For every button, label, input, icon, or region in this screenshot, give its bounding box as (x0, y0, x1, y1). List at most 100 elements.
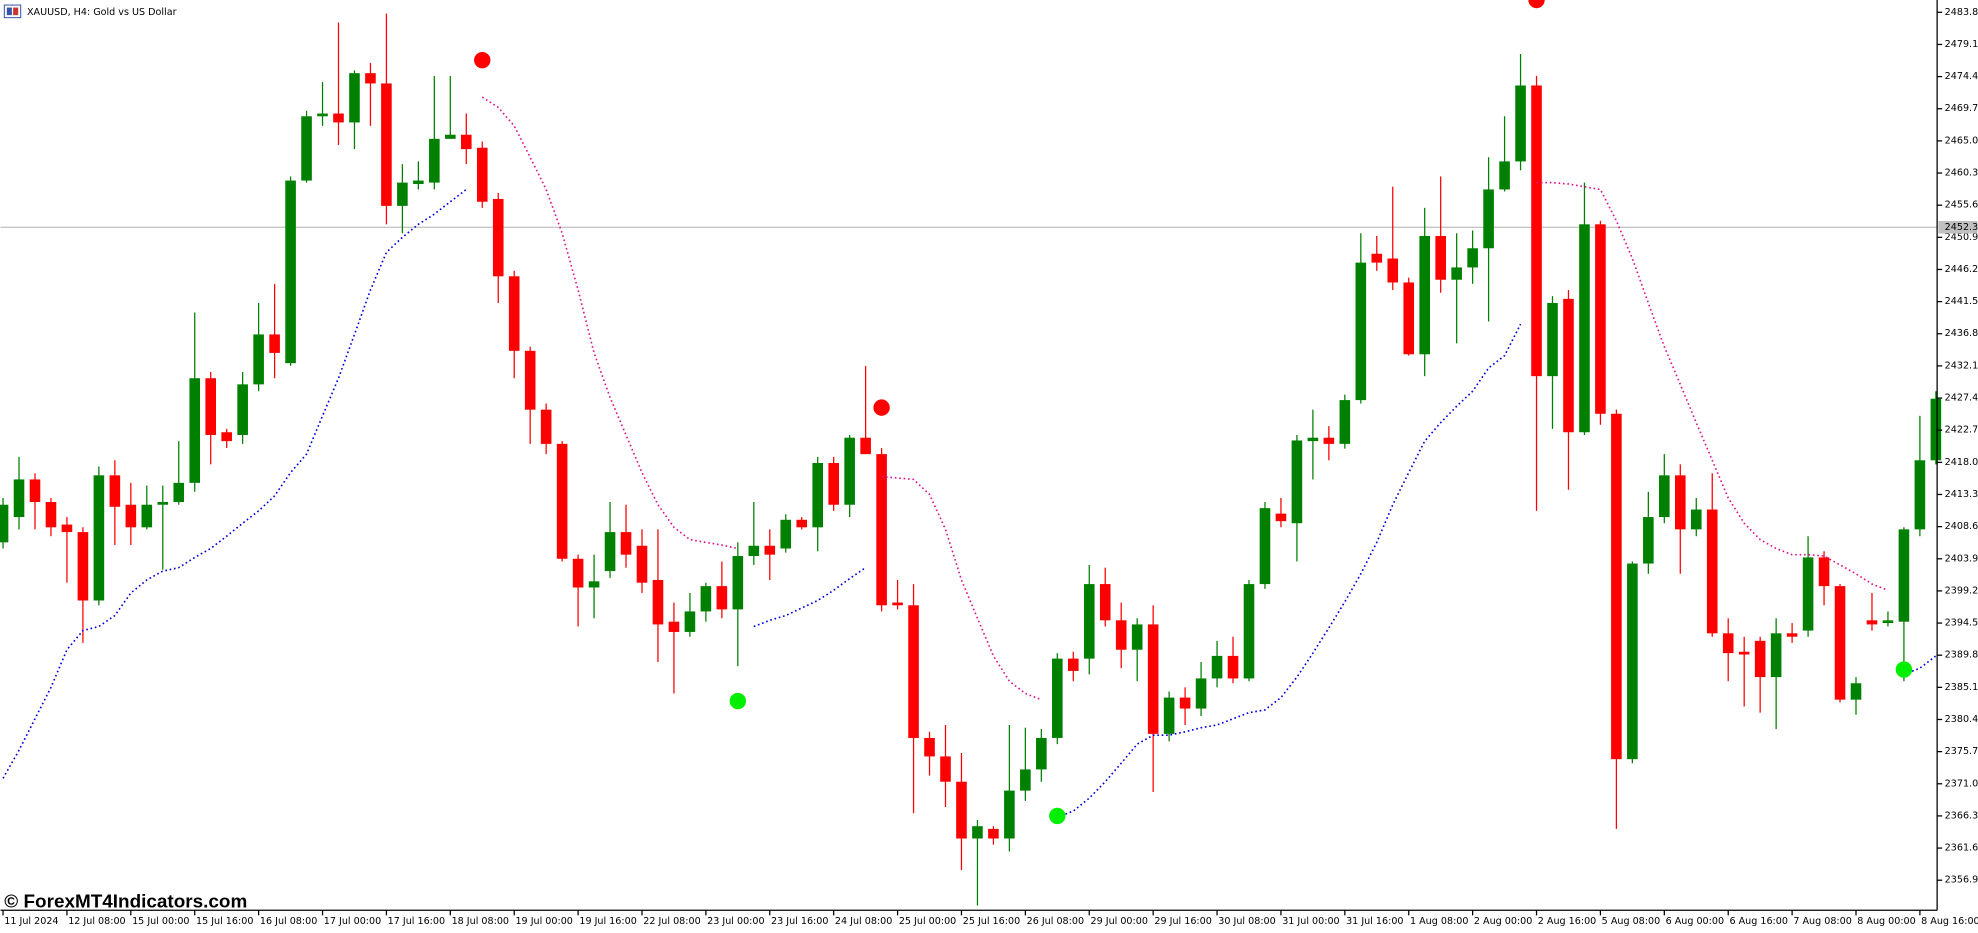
y-tick-label: 2446.20 (1945, 264, 1978, 275)
x-tick-label: 30 Jul 08:00 (1218, 916, 1275, 927)
x-tick-label: 26 Jul 08:00 (1027, 916, 1084, 927)
candle-body (668, 621, 680, 632)
candle-body (1499, 161, 1510, 190)
candle-body (381, 83, 392, 206)
y-tick-label: 2469.70 (1945, 103, 1978, 114)
candle-body (1611, 413, 1622, 760)
icon-pane (6, 7, 12, 16)
candle-body (572, 558, 584, 588)
candle-body (524, 350, 536, 410)
y-tick-label: 2413.30 (1945, 489, 1978, 500)
chart-title: XAUUSD, H4: Gold vs US Dollar (27, 7, 177, 18)
candle-body (1036, 737, 1047, 770)
x-tick-label: 22 Jul 08:00 (643, 916, 700, 927)
x-tick-label: 18 Jul 08:00 (452, 916, 509, 927)
y-tick-label: 2403.90 (1945, 553, 1978, 564)
candle-body (1275, 513, 1287, 522)
candle-body (1914, 460, 1926, 530)
candle-body (620, 532, 632, 555)
y-tick-label: 2474.40 (1945, 71, 1978, 82)
candle-body (716, 586, 728, 610)
y-tick-label: 2432.10 (1945, 360, 1978, 371)
x-tick-label: 7 Aug 08:00 (1793, 916, 1851, 927)
candle-body (1020, 769, 1031, 791)
candle-body (508, 276, 520, 351)
x-tick-label: 1 Aug 08:00 (1410, 916, 1469, 927)
candle-body (1930, 398, 1942, 461)
candle-body (45, 502, 57, 528)
candle-body (636, 545, 648, 583)
signal-dot (474, 51, 491, 69)
candle-body (445, 134, 456, 139)
candle-body (1387, 258, 1399, 283)
candle-body (125, 504, 137, 528)
signal-dot (1049, 807, 1066, 825)
candle-body (1515, 85, 1526, 162)
candle-body (1419, 235, 1431, 355)
candle-body (1882, 620, 1894, 624)
indicator-line (1057, 323, 1522, 819)
candle-body (141, 504, 153, 528)
x-tick-label: 2 Aug 16:00 (1538, 916, 1597, 927)
y-tick-label: 2380.40 (1945, 714, 1978, 725)
candle-body (1435, 235, 1446, 280)
candle-body (1690, 509, 1702, 530)
candle-body (1547, 302, 1558, 377)
y-tick-label: 2385.10 (1945, 682, 1978, 693)
candle-body (13, 479, 25, 518)
candle-body (1371, 253, 1383, 263)
y-tick-label: 2455.60 (1945, 200, 1978, 211)
candle-body (828, 463, 839, 505)
candle-body (1131, 624, 1143, 650)
candle-body (1627, 563, 1638, 760)
candle-body (1866, 620, 1878, 625)
candle-body (109, 475, 121, 507)
x-tick-label: 19 Jul 00:00 (515, 916, 572, 927)
y-tick-label: 2436.80 (1945, 328, 1978, 339)
candle-body (333, 113, 344, 123)
candle-body (1339, 400, 1351, 444)
candle-body (604, 532, 616, 572)
candle-body (29, 479, 41, 503)
y-tick-label: 2394.50 (1945, 618, 1978, 629)
candle-body (1355, 262, 1367, 401)
y-tick-label: 2422.70 (1945, 425, 1978, 436)
candle-body (812, 463, 824, 528)
x-tick-label: 25 Jul 16:00 (963, 916, 1020, 927)
x-tick-label: 5 Aug 08:00 (1602, 916, 1660, 927)
candle-body (365, 73, 376, 84)
candle-body (61, 524, 73, 533)
candle-body (1291, 440, 1303, 524)
candle-body (285, 180, 296, 364)
y-tick-label: 2427.40 (1945, 393, 1978, 404)
candle-body (349, 73, 360, 123)
y-tick-label: 2460.30 (1945, 168, 1978, 179)
candle-body (1115, 620, 1127, 650)
candle-body (1323, 437, 1335, 444)
candle-body (924, 737, 935, 757)
y-tick-label: 2483.80 (1945, 7, 1978, 18)
watermark: © ForexMT4Indicators.com (4, 892, 247, 913)
y-tick-label: 2418.00 (1945, 457, 1978, 468)
candle-body (429, 138, 440, 183)
candle-body (173, 482, 185, 503)
x-tick-label: 8 Aug 00:00 (1857, 916, 1915, 927)
candle-body (1898, 529, 1910, 622)
candle-body (93, 475, 105, 601)
indicator-line (1536, 181, 1889, 591)
candle-body (1834, 586, 1846, 700)
x-tick-label: 6 Aug 00:00 (1666, 916, 1724, 927)
x-tick-label: 31 Jul 00:00 (1282, 916, 1339, 927)
x-tick-label: 8 Aug 16:00 (1921, 916, 1978, 927)
y-tick-label: 2479.10 (1945, 39, 1978, 50)
signal-dot (1895, 661, 1913, 678)
candle-body (988, 828, 999, 839)
candle-body (1243, 584, 1255, 679)
indicator-line (2, 188, 467, 779)
signal-dot (873, 399, 890, 416)
candle-body (1179, 697, 1191, 709)
candle-body (844, 437, 855, 505)
x-tick-label: 2 Aug 00:00 (1474, 916, 1532, 927)
candle-body (732, 556, 744, 610)
